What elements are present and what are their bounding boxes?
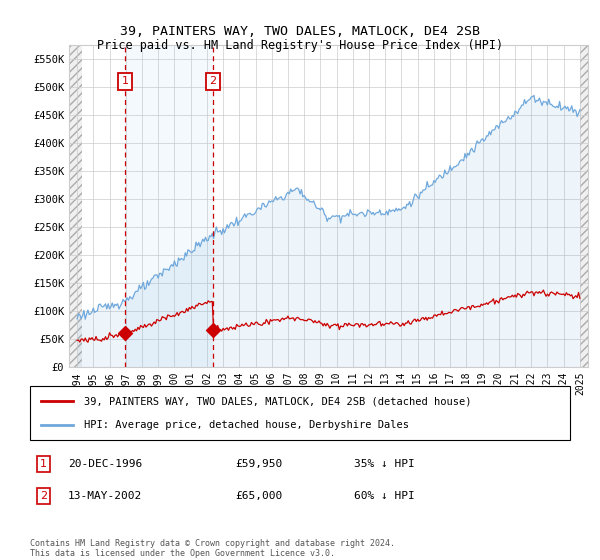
Text: 1: 1 xyxy=(122,76,129,86)
Text: HPI: Average price, detached house, Derbyshire Dales: HPI: Average price, detached house, Derb… xyxy=(84,419,409,430)
FancyBboxPatch shape xyxy=(30,386,570,440)
Text: 39, PAINTERS WAY, TWO DALES, MATLOCK, DE4 2SB (detached house): 39, PAINTERS WAY, TWO DALES, MATLOCK, DE… xyxy=(84,396,472,407)
Text: 60% ↓ HPI: 60% ↓ HPI xyxy=(354,491,415,501)
Point xyxy=(208,326,218,335)
Text: 13-MAY-2002: 13-MAY-2002 xyxy=(68,491,142,501)
Bar xyxy=(580,31,588,367)
Point xyxy=(121,329,130,338)
Bar xyxy=(69,31,82,367)
Bar xyxy=(125,45,213,367)
Text: Contains HM Land Registry data © Crown copyright and database right 2024.
This d: Contains HM Land Registry data © Crown c… xyxy=(30,539,395,558)
Text: 20-DEC-1996: 20-DEC-1996 xyxy=(68,459,142,469)
Text: 2: 2 xyxy=(40,491,47,501)
Text: Price paid vs. HM Land Registry's House Price Index (HPI): Price paid vs. HM Land Registry's House … xyxy=(97,39,503,52)
Text: 39, PAINTERS WAY, TWO DALES, MATLOCK, DE4 2SB: 39, PAINTERS WAY, TWO DALES, MATLOCK, DE… xyxy=(120,25,480,38)
Text: £65,000: £65,000 xyxy=(235,491,283,501)
Text: 1: 1 xyxy=(40,459,47,469)
Text: 35% ↓ HPI: 35% ↓ HPI xyxy=(354,459,415,469)
Text: 2: 2 xyxy=(209,76,217,86)
Text: £59,950: £59,950 xyxy=(235,459,283,469)
